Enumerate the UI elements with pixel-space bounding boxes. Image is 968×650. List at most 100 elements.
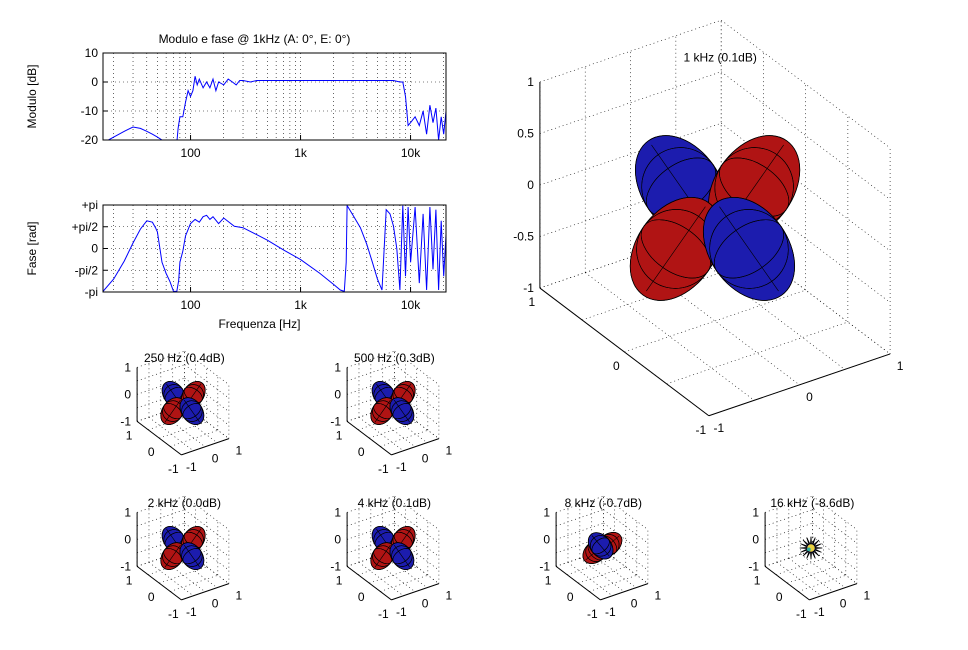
y-tick-label: 0 [631,597,638,611]
z-tick-label: 0.5 [517,127,534,141]
wall-gridline [137,509,185,527]
floor-gridline [159,566,207,584]
floor-gridline [347,549,395,567]
x-tick-label: -1 [587,607,598,621]
z-tick-label: 0 [124,532,131,546]
wall-gridline [765,536,813,554]
y-tick-label: +pi [82,198,98,212]
y-axis-label: Modulo [dB] [25,64,39,128]
floor-gridline [148,413,196,431]
lobe-meshline [164,399,181,423]
floor-gridline [567,558,615,576]
y-axis-label: Fase [rad] [25,221,39,275]
z-tick-label: -1 [330,414,341,428]
y-axis-line [181,583,230,601]
wall-gridline [347,509,395,527]
wall-gridline [137,377,185,395]
y-tick-label: -1 [396,460,407,474]
floor-gridline [578,566,626,584]
y-tick-label: 10 [85,46,99,60]
axes-box [102,52,447,141]
x-tick-label: 1 [754,573,761,587]
y-axis-line [391,438,440,456]
z-tick-label: -1 [523,281,534,295]
z-tick-label: 1 [124,505,131,519]
lobe-meshline [646,206,706,292]
y-axis-line [809,583,858,601]
wall-gridline [765,522,813,540]
lobe-meshline [393,544,410,568]
y-tick-label: 0 [806,390,813,404]
y-tick-label: +pi/2 [72,220,99,234]
x-axis-label: Frequenza [Hz] [218,317,300,331]
wall-gridline [347,495,395,513]
x-tick-label: 1k [294,146,308,160]
series-line [103,205,446,292]
floor-gridline [787,566,835,584]
y-tick-label: -10 [81,104,99,118]
wall-gridline [765,509,813,527]
x-tick-label: 1 [336,428,343,442]
floor-gridline [148,558,196,576]
z-tick-label: -1 [539,559,550,573]
x-tick-label: 0 [358,445,365,459]
z-tick-label: -0.5 [513,230,534,244]
x-tick-label: -1 [378,462,389,476]
wall-gridline [347,391,395,409]
y-axis-line [600,583,649,601]
plot-title: 2 kHz (0.0dB) [148,496,221,510]
x-tick-label: 100 [181,298,201,312]
x-tick-label: -1 [378,607,389,621]
y-tick-label: 0 [212,597,219,611]
z-tick-label: -1 [748,559,759,573]
radiation-lobe [806,547,811,552]
x-tick-label: 10k [401,146,421,160]
floor-gridline [675,241,845,370]
y-tick-label: 0 [212,452,219,466]
lobe-meshline [393,399,410,423]
x-tick-label: 0 [613,359,620,373]
floor-gridline [159,421,207,439]
axes-box [102,204,447,293]
x-tick-label: 1 [336,573,343,587]
series-line [107,76,446,140]
wall-gridline [347,536,395,554]
plot-title: 250 Hz (0.4dB) [144,351,225,365]
wall-gridline [137,495,185,513]
z-tick-label: 1 [334,505,341,519]
y-tick-label: 1 [897,359,904,373]
z-tick-label: 1 [334,360,341,374]
x-tick-label: 0 [358,590,365,604]
x-axis-line [764,565,810,601]
x-axis-line [539,287,710,417]
floor-gridline [369,566,417,584]
floor-gridline [369,421,417,439]
y-axis-line [181,438,230,456]
floor-gridline [765,549,813,567]
y-tick-label: 1 [236,444,243,458]
lobe-meshline [591,535,610,557]
wall-gridline [347,350,395,368]
wall-gridline [137,350,185,368]
z-tick-label: 1 [752,505,759,519]
wall-gridline [347,522,395,540]
y-tick-label: 0 [91,75,98,89]
y-tick-label: -1 [713,421,724,435]
floor-gridline [170,429,218,447]
floor-gridline [788,558,834,592]
floor-gridline [585,272,755,401]
y-tick-label: -1 [186,605,197,619]
x-tick-label: 1k [294,298,308,312]
floor-gridline [380,429,428,447]
y-tick-label: 0 [91,242,98,256]
floor-gridline [798,574,846,592]
wall-gridline [720,20,891,149]
floor-gridline [137,549,185,567]
x-tick-label: 1 [126,573,133,587]
y-tick-label: -pi/2 [75,263,99,277]
floor-gridline [800,553,846,588]
x-tick-label: 100 [181,146,201,160]
z-tick-label: 1 [124,360,131,374]
wall-gridline [765,495,813,513]
x-tick-label: 1 [529,295,536,309]
